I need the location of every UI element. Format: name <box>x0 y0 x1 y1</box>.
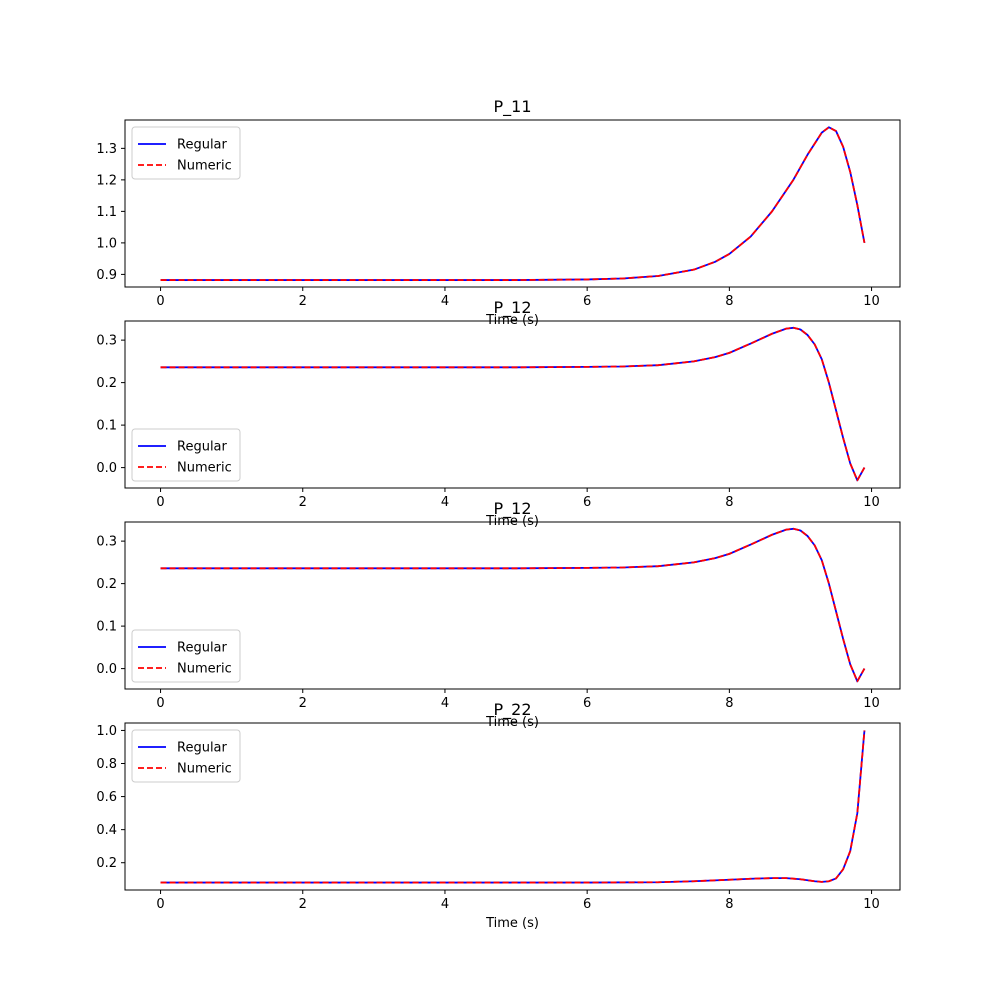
x-tick-label: 6 <box>583 696 591 711</box>
legend-box <box>131 729 241 783</box>
y-tick-label: 0.0 <box>96 461 117 476</box>
axes-frame <box>124 320 901 489</box>
legend: Regular Numeric <box>131 629 241 683</box>
y-tick-label: 0.1 <box>96 419 117 434</box>
y-tick-label: 0.3 <box>96 535 117 550</box>
x-tick-label: 2 <box>299 294 307 309</box>
legend: Regular Numeric <box>131 126 241 180</box>
x-tick-label: 4 <box>441 294 449 309</box>
series-line-regular <box>160 326 866 482</box>
x-tick-label: 2 <box>299 495 307 510</box>
x-tick-label: 10 <box>863 294 880 309</box>
x-tick-label: 0 <box>156 696 164 711</box>
x-tick-label: 10 <box>863 696 880 711</box>
x-tick-labels: 0 2 4 6 8 10 <box>156 689 880 711</box>
legend-box <box>131 629 241 683</box>
legend-box <box>131 428 241 482</box>
legend-label: Regular <box>177 138 228 153</box>
series-line-numeric <box>160 730 866 884</box>
x-tick-label: 6 <box>583 495 591 510</box>
plot-title: P_12 <box>493 298 531 318</box>
y-tick-label: 0.2 <box>96 376 117 391</box>
y-tick-labels: 0.0 0.1 0.2 0.3 <box>96 535 125 677</box>
y-tick-label: 1.1 <box>96 205 117 220</box>
y-tick-label: 1.2 <box>96 173 117 188</box>
legend: Regular Numeric <box>131 428 241 482</box>
y-tick-label: 0.8 <box>96 757 117 772</box>
x-tick-label: 0 <box>156 495 164 510</box>
y-tick-label: 0.4 <box>96 823 117 838</box>
plot-title: P_11 <box>493 97 531 117</box>
x-tick-label: 4 <box>441 696 449 711</box>
series-line-regular <box>160 126 866 281</box>
x-tick-label: 4 <box>441 897 449 912</box>
y-tick-label: 0.0 <box>96 662 117 677</box>
series-group <box>160 126 866 281</box>
series-group <box>160 326 866 482</box>
y-tick-label: 1.3 <box>96 142 117 157</box>
legend: Regular Numeric <box>131 729 241 783</box>
x-axis-label: Time (s) <box>485 916 539 931</box>
plot-title: P_12 <box>493 499 531 519</box>
series-group <box>160 527 866 683</box>
series-line-regular <box>160 527 866 683</box>
x-tick-labels: 0 2 4 6 8 10 <box>156 488 880 510</box>
x-tick-label: 2 <box>299 696 307 711</box>
legend-label: Regular <box>177 440 228 455</box>
x-tick-label: 0 <box>156 294 164 309</box>
legend-label: Regular <box>177 741 228 756</box>
legend-label: Numeric <box>177 762 232 777</box>
y-tick-label: 0.3 <box>96 334 117 349</box>
legend-box <box>131 126 241 180</box>
x-tick-label: 0 <box>156 897 164 912</box>
plot-title: P_22 <box>493 700 531 720</box>
y-tick-label: 0.2 <box>96 577 117 592</box>
y-tick-labels: 0.0 0.1 0.2 0.3 <box>96 334 125 476</box>
legend-label: Numeric <box>177 662 232 677</box>
axes-frame <box>124 722 901 891</box>
series-group <box>160 730 866 884</box>
y-tick-label: 1.0 <box>96 724 117 739</box>
y-tick-label: 1.0 <box>96 236 117 251</box>
x-tick-label: 8 <box>725 897 733 912</box>
y-tick-label: 0.1 <box>96 620 117 635</box>
subplot-4: 0 2 4 6 8 10 Time (s) 0.2 0.4 0.6 0.8 1.0 Regular Num… <box>96 700 901 931</box>
x-tick-label: 6 <box>583 897 591 912</box>
axes-frame <box>124 119 901 288</box>
series-line-numeric <box>160 326 866 482</box>
x-tick-label: 2 <box>299 897 307 912</box>
x-tick-label: 10 <box>863 897 880 912</box>
legend-label: Numeric <box>177 461 232 476</box>
series-line-regular <box>160 730 866 884</box>
y-tick-label: 0.9 <box>96 268 117 283</box>
x-tick-labels: 0 2 4 6 8 10 <box>156 287 880 309</box>
x-tick-label: 8 <box>725 696 733 711</box>
x-tick-labels: 0 2 4 6 8 10 <box>156 890 880 912</box>
y-tick-labels: 0.2 0.4 0.6 0.8 1.0 <box>96 724 125 871</box>
x-tick-label: 8 <box>725 495 733 510</box>
legend-label: Regular <box>177 641 228 656</box>
y-tick-label: 0.6 <box>96 790 117 805</box>
y-tick-labels: 0.9 1.0 1.1 1.2 1.3 <box>96 142 125 283</box>
x-tick-label: 6 <box>583 294 591 309</box>
x-tick-label: 10 <box>863 495 880 510</box>
y-tick-label: 0.2 <box>96 856 117 871</box>
axes-frame <box>124 521 901 690</box>
series-line-numeric <box>160 126 866 281</box>
series-line-numeric <box>160 527 866 683</box>
x-tick-label: 4 <box>441 495 449 510</box>
x-tick-label: 8 <box>725 294 733 309</box>
legend-label: Numeric <box>177 159 232 174</box>
